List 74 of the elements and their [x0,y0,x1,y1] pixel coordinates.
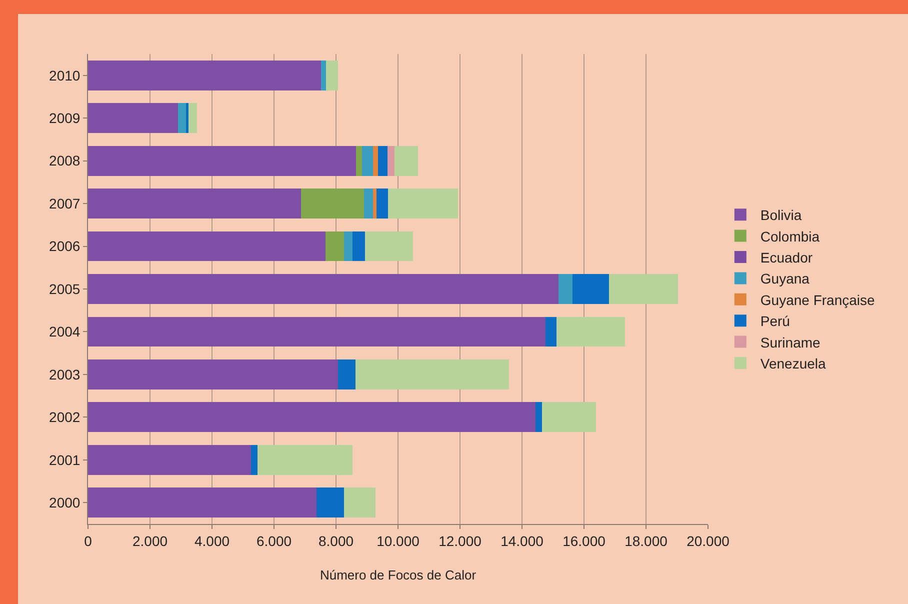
y-tick-label: 2009 [49,110,80,126]
bar [326,60,338,90]
bar [188,103,198,134]
legend-label: Ecuador [760,249,813,266]
bar [321,60,326,90]
bar [572,274,610,304]
x-tick-label: 14.000 [500,532,544,549]
bar [88,488,316,518]
bar [88,103,178,134]
x-tick-label: 10.000 [376,532,420,549]
y-tick-label: 2004 [49,324,80,340]
y-tick-label: 2010 [49,67,80,84]
bar [556,316,625,347]
bar [394,146,418,176]
legend-label: Suriname [760,334,821,350]
bar [546,316,556,347]
x-tick-label: 20.000 [686,532,730,549]
y-tick-label: 2006 [49,238,80,254]
y-tick-label: 2008 [49,152,80,169]
x-tick-label: 18.000 [624,532,668,549]
bar [88,360,338,390]
legend-label: Bolivia [760,207,802,224]
bar [251,444,258,475]
y-tick-label: 2000 [49,494,80,511]
x-tick-label: 6.000 [256,532,292,549]
bar [558,274,573,304]
bar [542,402,596,432]
bar [325,231,344,262]
bar [376,188,388,218]
x-axis-title: Número de Focos de Calor [320,567,477,582]
bar [300,188,364,218]
y-tick-label: 2002 [49,409,80,426]
bar [88,316,546,347]
bar [88,146,356,176]
y-tick-label: 2007 [49,195,80,212]
bar [373,146,378,176]
bar [88,188,301,218]
bar [388,188,458,218]
bar [356,146,362,176]
bar [344,231,353,262]
legend-label: Venezuela [760,355,826,372]
y-tick-label: 2005 [49,280,80,297]
bar [609,274,678,304]
legend-label: Perú [760,313,790,330]
bar [536,402,542,432]
bar [352,231,366,262]
bar [338,360,356,390]
x-tick-label: 4.000 [194,532,230,549]
bar [364,188,373,218]
y-tick-label: 2001 [49,452,80,468]
bar [88,231,326,262]
bar [387,146,394,176]
bar [88,402,536,432]
bar [362,146,374,176]
legend-label: Guyana [760,270,810,287]
bar [258,444,352,475]
x-tick-label: 8.000 [318,532,354,549]
x-tick-label: 0 [84,532,92,549]
bar [378,146,388,176]
bar [344,488,376,518]
bar [88,60,322,90]
x-tick-label: 2.000 [132,532,168,549]
legend-label: Guyane Française [760,292,876,308]
y-tick-label: 2003 [49,366,80,382]
bar [88,444,252,475]
bar [372,188,377,218]
x-tick-label: 16.000 [562,532,606,549]
bar [356,360,509,390]
bar [316,488,344,518]
x-tick-label: 12.000 [438,532,482,549]
bar [365,231,413,262]
legend-label: Colombia [760,228,820,244]
bar [178,103,187,134]
bar [88,274,559,304]
